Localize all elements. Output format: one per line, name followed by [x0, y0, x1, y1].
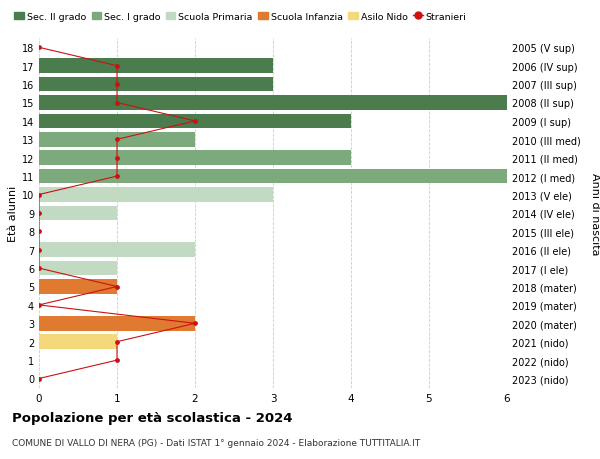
- Bar: [39, 169, 507, 184]
- Point: [112, 357, 122, 364]
- Y-axis label: Anni di nascita: Anni di nascita: [590, 172, 600, 255]
- Point: [112, 155, 122, 162]
- Text: COMUNE DI VALLO DI NERA (PG) - Dati ISTAT 1° gennaio 2024 - Elaborazione TUTTITA: COMUNE DI VALLO DI NERA (PG) - Dati ISTA…: [12, 438, 420, 448]
- Bar: [39, 316, 195, 331]
- Point: [112, 81, 122, 89]
- Y-axis label: Età alunni: Età alunni: [8, 185, 17, 241]
- Point: [112, 283, 122, 291]
- Point: [34, 210, 44, 217]
- Bar: [39, 243, 195, 257]
- Bar: [39, 206, 117, 221]
- Legend: Sec. II grado, Sec. I grado, Scuola Primaria, Scuola Infanzia, Asilo Nido, Stran: Sec. II grado, Sec. I grado, Scuola Prim…: [11, 9, 470, 25]
- Text: Popolazione per età scolastica - 2024: Popolazione per età scolastica - 2024: [12, 411, 293, 424]
- Point: [112, 100, 122, 107]
- Bar: [39, 151, 351, 166]
- Bar: [39, 188, 273, 202]
- Point: [190, 320, 200, 327]
- Point: [34, 246, 44, 254]
- Point: [112, 173, 122, 180]
- Point: [34, 265, 44, 272]
- Point: [190, 118, 200, 125]
- Point: [34, 191, 44, 199]
- Point: [112, 136, 122, 144]
- Point: [34, 45, 44, 52]
- Bar: [39, 59, 273, 74]
- Point: [34, 228, 44, 235]
- Point: [34, 302, 44, 309]
- Point: [112, 63, 122, 70]
- Bar: [39, 133, 195, 147]
- Bar: [39, 335, 117, 349]
- Bar: [39, 261, 117, 276]
- Bar: [39, 280, 117, 294]
- Bar: [39, 114, 351, 129]
- Point: [34, 375, 44, 382]
- Point: [112, 338, 122, 346]
- Bar: [39, 78, 273, 92]
- Bar: [39, 96, 507, 111]
